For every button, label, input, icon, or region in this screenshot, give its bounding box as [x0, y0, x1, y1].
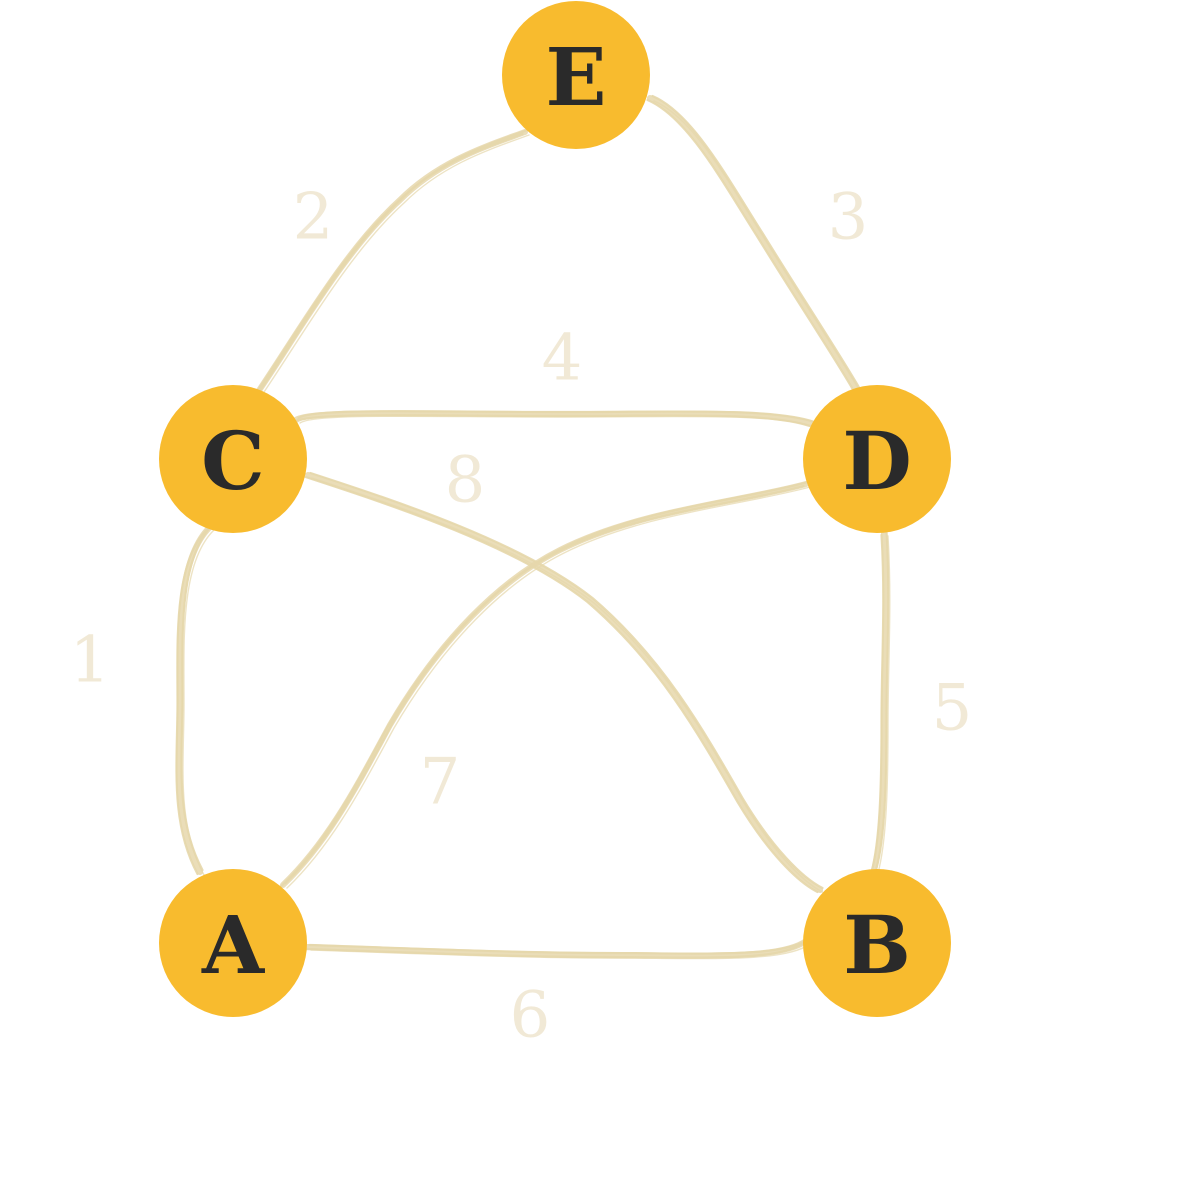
node-label-d: D	[842, 414, 911, 508]
edge-labels-layer: 1 2 3 4 5 6 7 8	[70, 181, 973, 1053]
node-e: E	[502, 1, 650, 149]
edges-layer	[175, 94, 891, 960]
edge-stroke	[646, 98, 857, 396]
edge-stroke	[293, 410, 815, 427]
node-label-c: C	[201, 414, 265, 508]
edge-weight-label-e-d: 3	[828, 181, 869, 255]
edge-weight-label-c-d: 4	[542, 322, 583, 396]
node-circle	[159, 869, 307, 1017]
edge-stroke	[279, 484, 805, 889]
edge-stroke	[310, 943, 811, 960]
edge-stroke	[255, 129, 528, 395]
edge-a-b	[303, 937, 811, 960]
edge-stroke	[651, 94, 862, 392]
edge-weight-label-d-b: 5	[932, 672, 973, 746]
nodes-layer: A B C D E	[159, 1, 951, 1017]
node-label-a: A	[201, 898, 265, 992]
edge-stroke	[175, 527, 209, 876]
node-circle	[803, 869, 951, 1017]
edge-stroke	[311, 477, 825, 894]
edge-stroke	[259, 128, 529, 392]
edge-stroke	[182, 529, 215, 876]
edge-c-b	[304, 471, 825, 894]
edge-stroke	[175, 524, 213, 875]
node-label-e: E	[546, 30, 607, 124]
edge-stroke	[280, 481, 809, 888]
edge-stroke	[303, 941, 805, 959]
node-circle	[502, 1, 650, 149]
node-circle	[159, 385, 307, 533]
edge-a-c	[175, 523, 215, 876]
edge-stroke	[286, 486, 811, 889]
edge-stroke	[871, 530, 889, 873]
edge-stroke	[647, 95, 861, 395]
node-circle	[803, 385, 951, 533]
edge-weight-label-a-b: 6	[510, 979, 551, 1053]
edge-weight-label-c-b: 8	[445, 444, 486, 518]
edge-weight-label-a-d: 7	[420, 746, 461, 820]
edge-stroke	[261, 134, 530, 396]
edge-stroke	[254, 132, 524, 396]
edge-c-e	[254, 128, 530, 396]
edge-stroke	[309, 471, 824, 890]
node-b: B	[803, 869, 951, 1017]
edge-c-d	[292, 410, 817, 428]
node-label-b: B	[843, 898, 911, 992]
edge-weight-label-c-e: 2	[293, 181, 334, 255]
edge-weight-label-a-c: 1	[70, 624, 111, 698]
edge-stroke	[877, 535, 891, 874]
edge-stroke	[304, 938, 809, 959]
edge-stroke	[305, 472, 823, 893]
edge-stroke	[304, 475, 819, 894]
edge-a-d	[279, 480, 811, 889]
edge-stroke	[308, 937, 810, 955]
node-d: D	[803, 385, 951, 533]
node-a: A	[159, 869, 307, 1017]
edge-stroke	[875, 529, 890, 870]
edge-e-d	[646, 94, 863, 396]
edge-stroke	[284, 480, 810, 885]
edge-d-b	[870, 529, 891, 874]
edge-stroke	[299, 415, 817, 428]
node-c: C	[159, 385, 307, 533]
edge-stroke	[297, 410, 816, 424]
edge-stroke	[653, 100, 863, 396]
edge-stroke	[870, 533, 885, 874]
